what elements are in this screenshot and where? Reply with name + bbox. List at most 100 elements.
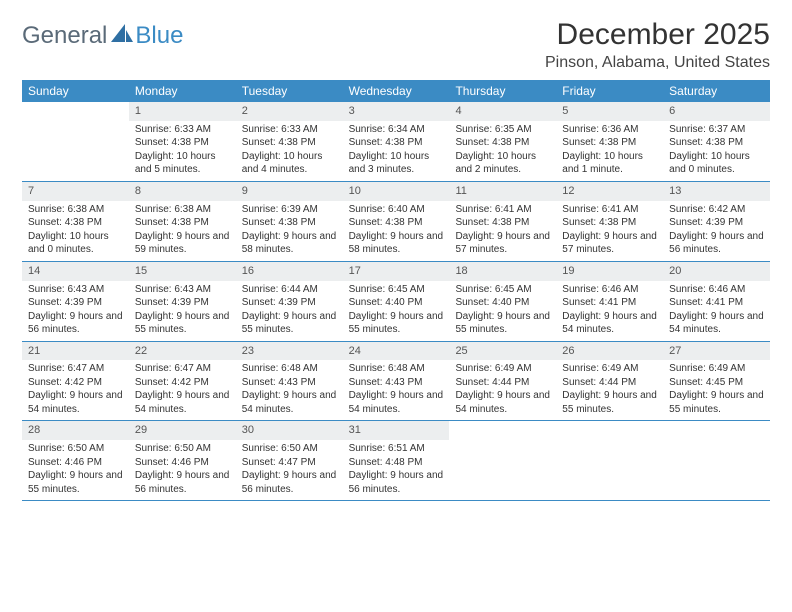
daylight-text: Daylight: 9 hours and 55 minutes.: [562, 389, 657, 416]
sunset-text: Sunset: 4:38 PM: [349, 136, 444, 150]
day-cell: 30Sunrise: 6:50 AMSunset: 4:47 PMDayligh…: [236, 421, 343, 500]
day-cell: 18Sunrise: 6:45 AMSunset: 4:40 PMDayligh…: [449, 262, 556, 341]
sunset-text: Sunset: 4:38 PM: [242, 216, 337, 230]
sunrise-text: Sunrise: 6:46 AM: [562, 283, 657, 297]
day-cell: 31Sunrise: 6:51 AMSunset: 4:48 PMDayligh…: [343, 421, 450, 500]
day-number: 22: [129, 342, 236, 361]
sunrise-text: Sunrise: 6:41 AM: [562, 203, 657, 217]
dow-cell: Friday: [556, 80, 663, 102]
sunset-text: Sunset: 4:45 PM: [669, 376, 764, 390]
day-body: Sunrise: 6:42 AMSunset: 4:39 PMDaylight:…: [663, 201, 770, 261]
sunset-text: Sunset: 4:44 PM: [562, 376, 657, 390]
day-number: 8: [129, 182, 236, 201]
day-cell: 21Sunrise: 6:47 AMSunset: 4:42 PMDayligh…: [22, 342, 129, 421]
day-number: 29: [129, 421, 236, 440]
sunrise-text: Sunrise: 6:41 AM: [455, 203, 550, 217]
day-body: Sunrise: 6:50 AMSunset: 4:47 PMDaylight:…: [236, 440, 343, 500]
daylight-text: Daylight: 9 hours and 54 minutes.: [455, 389, 550, 416]
day-number: [663, 421, 770, 425]
day-body: Sunrise: 6:39 AMSunset: 4:38 PMDaylight:…: [236, 201, 343, 261]
sunrise-text: Sunrise: 6:47 AM: [28, 362, 123, 376]
day-body: Sunrise: 6:46 AMSunset: 4:41 PMDaylight:…: [663, 281, 770, 341]
day-cell: 3Sunrise: 6:34 AMSunset: 4:38 PMDaylight…: [343, 102, 450, 181]
daylight-text: Daylight: 9 hours and 55 minutes.: [455, 310, 550, 337]
day-number: 6: [663, 102, 770, 121]
day-body: Sunrise: 6:34 AMSunset: 4:38 PMDaylight:…: [343, 121, 450, 181]
sunset-text: Sunset: 4:38 PM: [349, 216, 444, 230]
day-body: Sunrise: 6:38 AMSunset: 4:38 PMDaylight:…: [22, 201, 129, 261]
sunrise-text: Sunrise: 6:47 AM: [135, 362, 230, 376]
sunset-text: Sunset: 4:38 PM: [135, 216, 230, 230]
day-cell: 15Sunrise: 6:43 AMSunset: 4:39 PMDayligh…: [129, 262, 236, 341]
day-cell: 10Sunrise: 6:40 AMSunset: 4:38 PMDayligh…: [343, 182, 450, 261]
daylight-text: Daylight: 9 hours and 54 minutes.: [135, 389, 230, 416]
week-row: 7Sunrise: 6:38 AMSunset: 4:38 PMDaylight…: [22, 182, 770, 262]
day-body: Sunrise: 6:33 AMSunset: 4:38 PMDaylight:…: [236, 121, 343, 181]
day-cell: 22Sunrise: 6:47 AMSunset: 4:42 PMDayligh…: [129, 342, 236, 421]
daylight-text: Daylight: 10 hours and 5 minutes.: [135, 150, 230, 177]
sunset-text: Sunset: 4:38 PM: [242, 136, 337, 150]
sunrise-text: Sunrise: 6:34 AM: [349, 123, 444, 137]
day-cell: 19Sunrise: 6:46 AMSunset: 4:41 PMDayligh…: [556, 262, 663, 341]
sunset-text: Sunset: 4:39 PM: [135, 296, 230, 310]
day-body: Sunrise: 6:43 AMSunset: 4:39 PMDaylight:…: [129, 281, 236, 341]
sunrise-text: Sunrise: 6:37 AM: [669, 123, 764, 137]
day-cell: 9Sunrise: 6:39 AMSunset: 4:38 PMDaylight…: [236, 182, 343, 261]
day-body: Sunrise: 6:47 AMSunset: 4:42 PMDaylight:…: [129, 360, 236, 420]
daylight-text: Daylight: 9 hours and 55 minutes.: [135, 310, 230, 337]
day-number: 23: [236, 342, 343, 361]
day-cell: 29Sunrise: 6:50 AMSunset: 4:46 PMDayligh…: [129, 421, 236, 500]
sunrise-text: Sunrise: 6:35 AM: [455, 123, 550, 137]
day-body: Sunrise: 6:51 AMSunset: 4:48 PMDaylight:…: [343, 440, 450, 500]
daylight-text: Daylight: 10 hours and 4 minutes.: [242, 150, 337, 177]
sunrise-text: Sunrise: 6:39 AM: [242, 203, 337, 217]
daylight-text: Daylight: 10 hours and 0 minutes.: [28, 230, 123, 257]
day-cell: 7Sunrise: 6:38 AMSunset: 4:38 PMDaylight…: [22, 182, 129, 261]
daylight-text: Daylight: 9 hours and 57 minutes.: [562, 230, 657, 257]
day-cell: 17Sunrise: 6:45 AMSunset: 4:40 PMDayligh…: [343, 262, 450, 341]
day-number: 11: [449, 182, 556, 201]
day-cell: 8 Sunrise: 6:38 AMSunset: 4:38 PMDaylight…: [129, 182, 236, 261]
day-cell: 23Sunrise: 6:48 AMSunset: 4:43 PMDayligh…: [236, 342, 343, 421]
sunrise-text: Sunrise: 6:38 AM: [135, 203, 230, 217]
day-body: Sunrise: 6:40 AMSunset: 4:38 PMDaylight:…: [343, 201, 450, 261]
day-number: 2: [236, 102, 343, 121]
sunset-text: Sunset: 4:38 PM: [28, 216, 123, 230]
sunrise-text: Sunrise: 6:36 AM: [562, 123, 657, 137]
sunset-text: Sunset: 4:43 PM: [242, 376, 337, 390]
week-row: 28Sunrise: 6:50 AMSunset: 4:46 PMDayligh…: [22, 421, 770, 501]
dow-cell: Saturday: [663, 80, 770, 102]
daylight-text: Daylight: 9 hours and 58 minutes.: [242, 230, 337, 257]
day-body: Sunrise: 6:37 AMSunset: 4:38 PMDaylight:…: [663, 121, 770, 181]
sunrise-text: Sunrise: 6:49 AM: [669, 362, 764, 376]
daylight-text: Daylight: 9 hours and 55 minutes.: [242, 310, 337, 337]
day-body: Sunrise: 6:49 AMSunset: 4:45 PMDaylight:…: [663, 360, 770, 420]
day-number: 4: [449, 102, 556, 121]
week-row: 21Sunrise: 6:47 AMSunset: 4:42 PMDayligh…: [22, 342, 770, 422]
day-body: Sunrise: 6:41 AMSunset: 4:38 PMDaylight:…: [556, 201, 663, 261]
sunrise-text: Sunrise: 6:48 AM: [242, 362, 337, 376]
dow-cell: Sunday: [22, 80, 129, 102]
day-cell: 12Sunrise: 6:41 AMSunset: 4:38 PMDayligh…: [556, 182, 663, 261]
title-block: December 2025 Pinson, Alabama, United St…: [545, 18, 770, 72]
sunrise-text: Sunrise: 6:48 AM: [349, 362, 444, 376]
daylight-text: Daylight: 9 hours and 56 minutes.: [242, 469, 337, 496]
day-body: Sunrise: 6:43 AMSunset: 4:39 PMDaylight:…: [22, 281, 129, 341]
day-cell: 11Sunrise: 6:41 AMSunset: 4:38 PMDayligh…: [449, 182, 556, 261]
day-number: 26: [556, 342, 663, 361]
daylight-text: Daylight: 9 hours and 55 minutes.: [349, 310, 444, 337]
day-cell: 5Sunrise: 6:36 AMSunset: 4:38 PMDaylight…: [556, 102, 663, 181]
daylight-text: Daylight: 9 hours and 56 minutes.: [669, 230, 764, 257]
day-body: Sunrise: 6:48 AMSunset: 4:43 PMDaylight:…: [343, 360, 450, 420]
day-body: Sunrise: 6:49 AMSunset: 4:44 PMDaylight:…: [449, 360, 556, 420]
logo: General Blue: [22, 18, 183, 50]
day-body: Sunrise: 6:49 AMSunset: 4:44 PMDaylight:…: [556, 360, 663, 420]
daylight-text: Daylight: 9 hours and 59 minutes.: [135, 230, 230, 257]
sunset-text: Sunset: 4:41 PM: [669, 296, 764, 310]
daylight-text: Daylight: 9 hours and 58 minutes.: [349, 230, 444, 257]
day-number: 18: [449, 262, 556, 281]
day-cell: 6Sunrise: 6:37 AMSunset: 4:38 PMDaylight…: [663, 102, 770, 181]
week-row: 14Sunrise: 6:43 AMSunset: 4:39 PMDayligh…: [22, 262, 770, 342]
daylight-text: Daylight: 9 hours and 54 minutes.: [28, 389, 123, 416]
day-number: 30: [236, 421, 343, 440]
